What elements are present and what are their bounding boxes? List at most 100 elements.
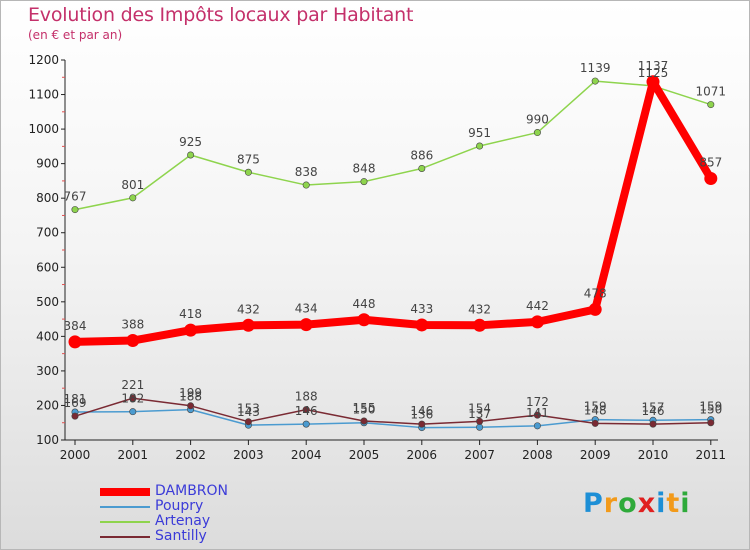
data-label-artenay: 1139	[580, 61, 611, 75]
data-label-artenay: 990	[526, 113, 549, 127]
legend-swatch-santilly	[100, 536, 150, 538]
data-labels-layer: 384 388 418 432 434 448 433 432 442 478 1137 857 181…	[64, 59, 727, 422]
data-label-poupry: 146	[295, 404, 318, 418]
x-tick-label: 2007	[464, 448, 495, 462]
series-line-poupry	[74, 408, 712, 429]
y-tick-label: 600	[36, 260, 59, 274]
logo-letter: x	[637, 488, 657, 519]
data-label-poupry: 150	[353, 403, 376, 417]
data-label-dambron: 432	[468, 302, 491, 316]
data-point-artenay	[302, 181, 310, 189]
data-label-poupry: 159	[699, 400, 722, 414]
data-label-santilly: 188	[295, 390, 318, 404]
data-point-santilly	[707, 419, 715, 427]
data-label-artenay: 951	[468, 126, 491, 140]
series-layer	[68, 75, 718, 432]
legend-swatch-poupry	[100, 506, 150, 508]
x-tick-label: 2008	[522, 448, 553, 462]
legend-swatch-dambron	[100, 488, 150, 496]
data-point-dambron	[299, 318, 313, 332]
data-point-dambron	[184, 323, 198, 337]
data-point-santilly	[533, 411, 541, 419]
data-point-dambron	[530, 315, 544, 329]
data-label-artenay: 1071	[696, 85, 727, 99]
y-tick-label: 1100	[28, 88, 59, 102]
data-label-dambron: 384	[64, 319, 87, 333]
data-point-dambron	[704, 171, 718, 185]
data-label-artenay: 848	[353, 162, 376, 176]
data-point-artenay	[418, 164, 426, 172]
data-point-artenay	[129, 194, 137, 202]
data-point-artenay	[360, 178, 368, 186]
data-point-santilly	[476, 417, 484, 425]
data-point-santilly	[418, 420, 426, 428]
chart-subtitle: (en € et par an)	[28, 28, 123, 42]
data-point-dambron	[241, 318, 255, 332]
data-point-santilly	[591, 419, 599, 427]
logo-letter: t	[666, 488, 681, 519]
data-point-dambron	[473, 318, 487, 332]
data-point-santilly	[187, 402, 195, 410]
data-label-poupry: 188	[179, 390, 202, 404]
data-point-santilly	[649, 420, 657, 428]
data-point-dambron	[357, 313, 371, 327]
data-point-poupry	[129, 408, 137, 416]
data-label-santilly: 146	[642, 404, 665, 418]
x-tick-label: 2005	[349, 448, 380, 462]
data-point-santilly	[244, 418, 252, 426]
logo-letter: o	[618, 488, 638, 519]
data-label-dambron: 418	[179, 307, 202, 321]
data-label-santilly: 146	[410, 404, 433, 418]
data-point-artenay	[187, 151, 195, 159]
y-tick-label: 700	[36, 226, 59, 240]
data-label-santilly: 169	[64, 396, 87, 410]
data-point-poupry	[533, 422, 541, 430]
data-point-santilly	[360, 417, 368, 425]
data-point-artenay	[71, 206, 79, 214]
legend-label-artenay: Artenay	[155, 513, 211, 529]
y-tick-label: 800	[36, 191, 59, 205]
data-point-dambron	[646, 75, 660, 89]
x-tick-label: 2009	[580, 448, 611, 462]
data-label-santilly: 172	[526, 395, 549, 409]
data-label-poupry: 159	[584, 400, 607, 414]
data-point-dambron	[588, 302, 602, 316]
data-label-dambron: 434	[295, 302, 318, 316]
data-label-poupry: 182	[121, 392, 144, 406]
x-tick-label: 2006	[407, 448, 438, 462]
data-point-artenay	[244, 168, 252, 176]
data-point-poupry	[476, 423, 484, 431]
data-label-santilly: 199	[179, 386, 202, 400]
logo-letter: i	[680, 488, 691, 519]
y-tick-label: 500	[36, 295, 59, 309]
legend-label-poupry: Poupry	[155, 498, 204, 514]
data-point-artenay	[591, 77, 599, 85]
x-tick-label: 2011	[696, 448, 727, 462]
legend-swatch-artenay	[100, 521, 150, 523]
data-label-poupry: 137	[468, 407, 491, 421]
x-tick-label: 2001	[118, 448, 149, 462]
chart-axes: 100 200 300 400 500 600 700 800 900 1000 1100 1200 2…	[28, 53, 726, 462]
data-point-santilly	[129, 394, 137, 402]
data-label-dambron: 388	[121, 318, 144, 332]
proxiti-logo: Proxiti	[583, 488, 691, 519]
data-label-artenay: 875	[237, 152, 260, 166]
chart-title: Evolution des Impôts locaux par Habitant	[28, 4, 414, 26]
y-tick-label: 900	[36, 157, 59, 171]
data-label-dambron: 448	[353, 297, 376, 311]
legend-label-santilly: Santilly	[155, 528, 207, 544]
legend-label-dambron: DAMBRON	[155, 483, 229, 499]
data-label-artenay: 801	[121, 178, 144, 192]
y-tick-label: 100	[36, 433, 59, 447]
data-point-dambron	[68, 335, 82, 349]
data-label-artenay: 1125	[638, 66, 669, 80]
x-tick-label: 2002	[175, 448, 206, 462]
x-tick-label: 2003	[233, 448, 264, 462]
data-label-dambron: 478	[584, 286, 607, 300]
data-label-dambron: 433	[410, 302, 433, 316]
y-tick-label: 300	[36, 364, 59, 378]
data-label-santilly: 150	[699, 403, 722, 417]
y-tick-label: 1200	[28, 53, 59, 67]
logo-letter: i	[656, 488, 667, 519]
